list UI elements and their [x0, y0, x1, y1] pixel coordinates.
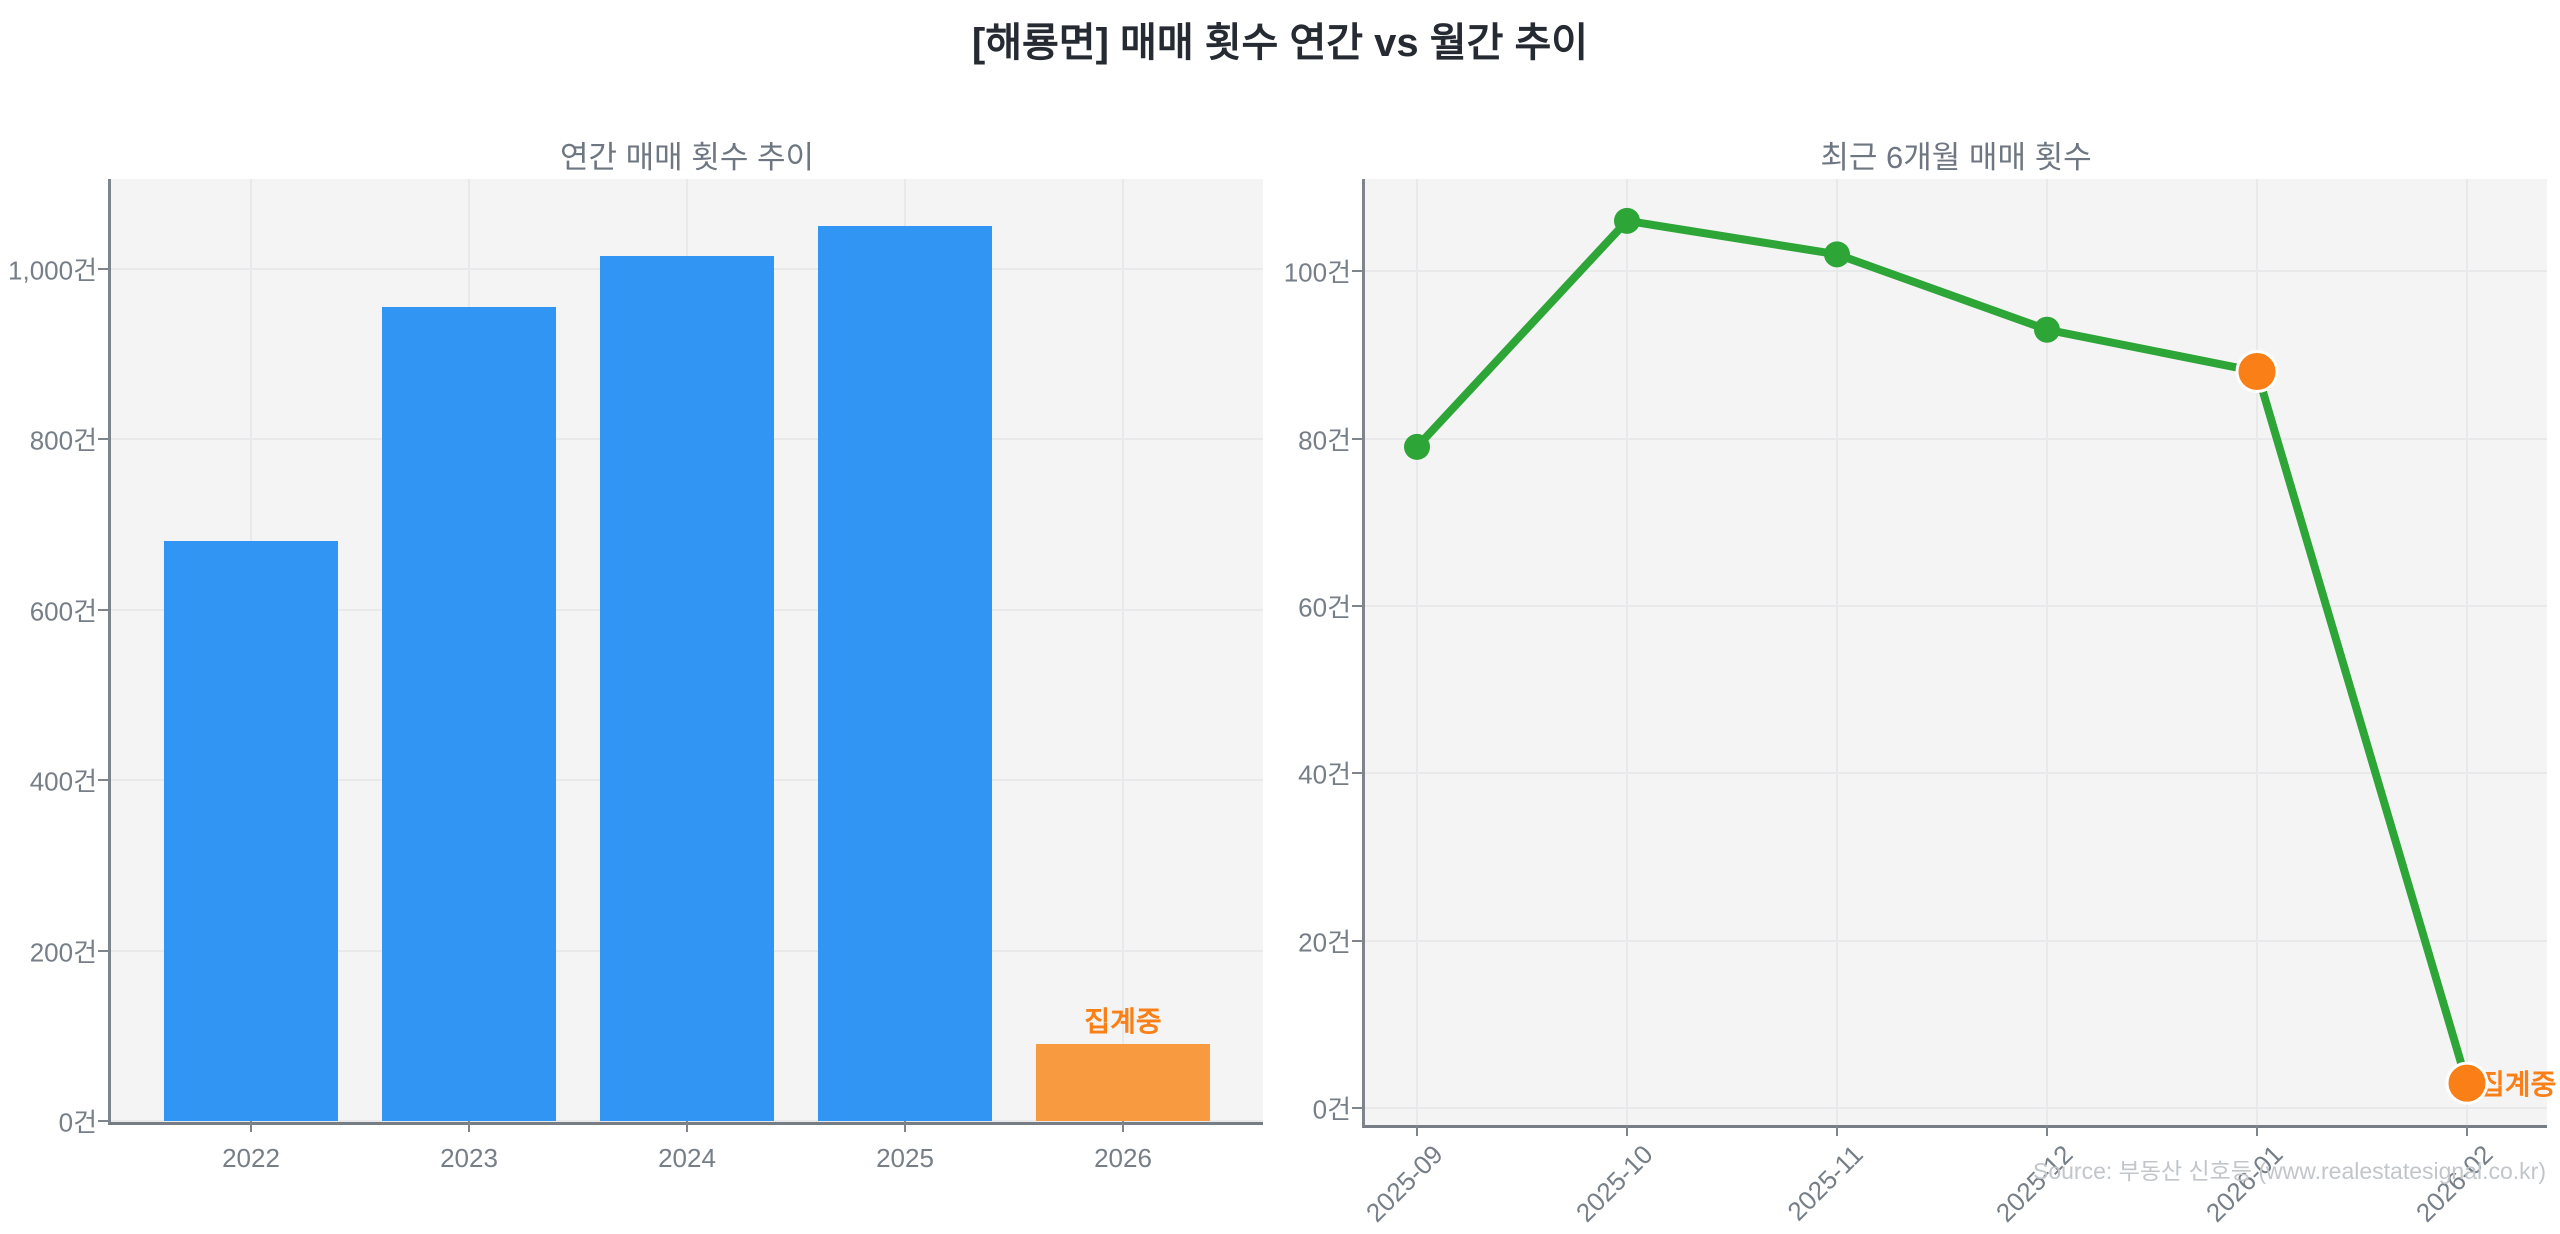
x-tick-label: 2024	[658, 1143, 716, 1173]
y-tick-label: 0건	[58, 1107, 97, 1138]
x-axis-tick	[468, 1121, 470, 1132]
gridline-v	[2256, 179, 2258, 1125]
gridline-h	[1365, 604, 2547, 607]
bar-2024	[600, 255, 774, 1121]
monthly-chart-title: 최근 6개월 매매 횟수	[1820, 140, 2092, 175]
x-axis-tick	[2046, 1125, 2048, 1136]
y-axis-tick	[98, 438, 108, 440]
annual-chart-title: 연간 매매 횟수 추이	[560, 140, 814, 175]
gridline-v	[1626, 179, 1628, 1125]
y-axis-tick	[1352, 437, 1362, 440]
x-tick-label: 2022	[222, 1143, 280, 1173]
y-tick-label: 1,000건	[8, 255, 97, 285]
aggregating-label: 집계중	[1084, 1006, 1162, 1038]
bar-2025	[818, 225, 992, 1121]
gridline-v	[2466, 179, 2468, 1125]
x-axis-tick	[686, 1121, 688, 1132]
gridline-h	[1365, 437, 2547, 440]
y-axis-tick	[1352, 1107, 1362, 1110]
trend-line	[1413, 216, 2471, 1088]
y-tick-label: 20건	[1298, 927, 1351, 958]
aggregating-label: 집계중	[2479, 1069, 2557, 1101]
marker-2025-12	[2034, 316, 2060, 343]
y-tick-label: 0건	[1312, 1094, 1351, 1125]
x-axis-tick	[250, 1121, 252, 1132]
x-axis-tick	[1836, 1125, 1838, 1136]
gridline-v	[2046, 179, 2048, 1125]
annual-sales-bar-chart: 0건 200건 400건 600건 800건 1,000건 2022 2023 2024 2025…	[8, 179, 1263, 1173]
bar-2022	[164, 541, 338, 1121]
y-axis-tick	[98, 949, 108, 952]
marker-2025-11	[1824, 241, 1850, 268]
y-axis-tick	[1352, 270, 1362, 273]
x-axis-tick	[1122, 1121, 1124, 1132]
y-tick-label: 200건	[29, 937, 97, 967]
y-axis-tick	[98, 267, 108, 270]
x-axis-tick	[1416, 1125, 1418, 1136]
gridline-h	[1365, 1107, 2547, 1110]
x-tick-label: 2025-09	[1359, 1139, 1449, 1228]
x-tick-label: 2025	[876, 1143, 934, 1173]
monthly-sales-line-chart: 0건 20건 40건 60건 80건 100건 2025-09 2025-10 2025-11 2…	[1284, 179, 2556, 1228]
gridline-v	[1836, 179, 1838, 1125]
x-axis-tick	[904, 1121, 906, 1132]
gridline-h	[1365, 270, 2547, 273]
bar-2023	[382, 306, 556, 1121]
x-tick-label: 2025-10	[1569, 1139, 1659, 1228]
bar-2026	[1036, 1044, 1210, 1121]
y-tick-label: 60건	[1298, 592, 1351, 623]
gridline-v	[1416, 179, 1418, 1125]
source-credit: Source: 부동산 신호등 (www.realestatesignal.co…	[2033, 1158, 2546, 1184]
y-tick-label: 80건	[1298, 425, 1351, 456]
y-tick-label: 100건	[1283, 257, 1351, 288]
y-axis-tick	[98, 608, 108, 611]
y-tick-label: 600건	[29, 596, 97, 626]
x-axis-tick	[1626, 1125, 1628, 1136]
page-title: [해룡면] 매매 횟수 연간 vs 월간 추이	[971, 21, 1589, 65]
gridline-h	[1365, 772, 2547, 775]
y-axis-tick	[1352, 772, 1362, 775]
marker-2026-01	[2235, 350, 2279, 394]
marker-2025-10	[1614, 207, 1640, 234]
y-axis-tick	[1352, 604, 1362, 607]
x-tick-label: 2026	[1094, 1143, 1152, 1173]
y-tick-label: 800건	[29, 425, 97, 456]
marker-2026-02	[2445, 1061, 2489, 1105]
gridline-h	[1365, 939, 2547, 942]
x-axis-tick	[2256, 1125, 2258, 1136]
x-tick-label: 2023	[440, 1143, 498, 1173]
marker-2025-09	[1404, 433, 1430, 460]
gridline-v	[1122, 179, 1124, 1121]
y-axis-tick	[98, 779, 108, 781]
y-tick-label: 40건	[1298, 759, 1351, 790]
y-axis-tick	[98, 1120, 108, 1122]
x-tick-label: 2025-11	[1780, 1139, 1869, 1227]
line-plot-layer	[1404, 207, 2489, 1105]
y-tick-label: 400건	[29, 766, 97, 797]
x-axis-tick	[2466, 1125, 2468, 1136]
y-axis-tick	[1352, 939, 1362, 942]
